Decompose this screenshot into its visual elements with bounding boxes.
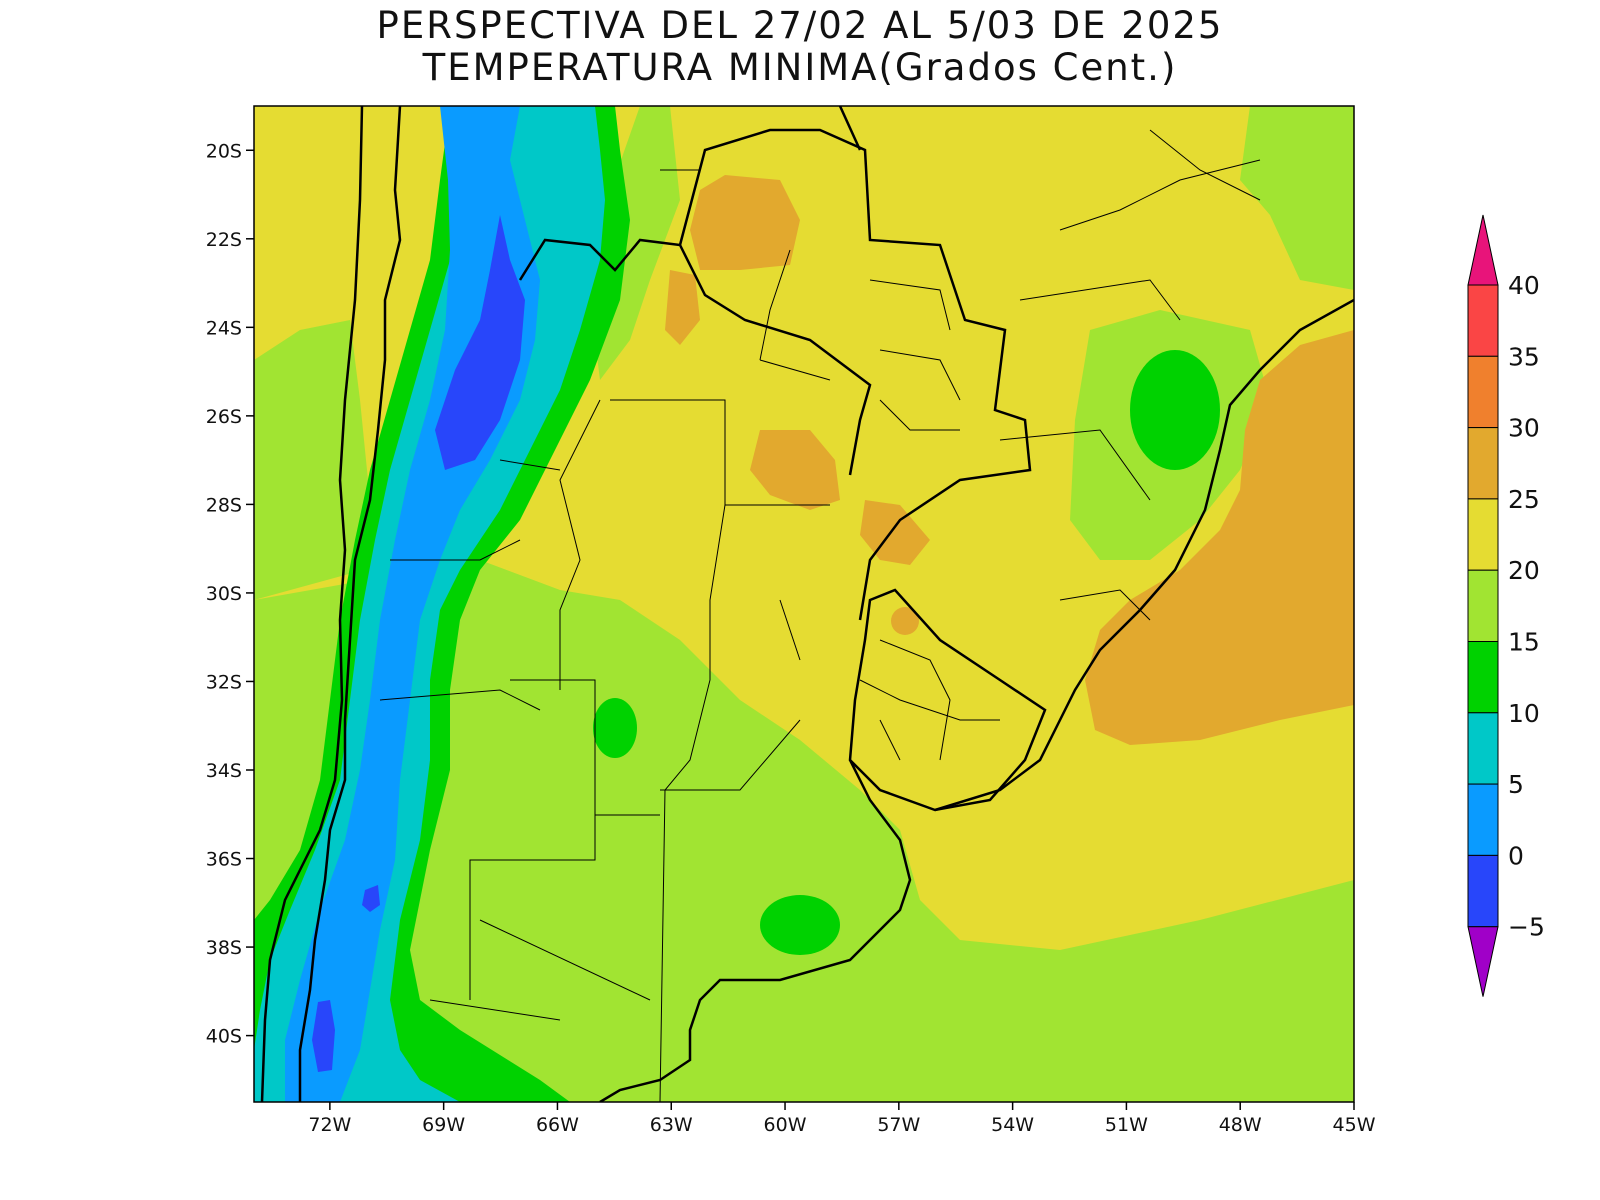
temp-zone-25-30-chaco-north (690, 175, 800, 270)
colorbar-swatch (1467, 569, 1499, 643)
colorbar-bottom-arrow (1467, 926, 1499, 997)
colorbar-swatch (1467, 427, 1499, 500)
temp-zone-25-30-chaco-west (665, 270, 700, 345)
lat-tick-label: 22S (206, 229, 242, 251)
rio-de-la-plata-coast (599, 759, 912, 1102)
temp-zone-neg5-0-south (312, 1000, 335, 1072)
lon-tick-label: 69W (422, 1114, 465, 1136)
title-line-1: PERSPECTIVA DEL 27/02 AL 5/03 DE 2025 (376, 4, 1224, 47)
temp-pocket-10-15-cordoba (593, 698, 637, 758)
lat-tick-label: 20S (206, 140, 242, 162)
colorbar-swatch (1467, 355, 1499, 429)
colorbar-label: 15 (1508, 628, 1540, 657)
map-title: PERSPECTIVA DEL 27/02 AL 5/03 DE 2025 TE… (0, 4, 1600, 90)
colorbar-swatch (1467, 712, 1499, 785)
lat-tick-label: 28S (206, 494, 242, 516)
lon-tick-label: 60W (764, 1114, 807, 1136)
atlantic-coastline (934, 298, 1354, 812)
temp-pocket-25-30-uruguay (891, 607, 919, 635)
chile-argentina-border (298, 106, 402, 1102)
colorbar: 40 35 30 25 20 15 10 5 0 −5 (1467, 214, 1545, 997)
lon-tick-label: 72W (308, 1114, 351, 1136)
colorbar-label: 5 (1508, 770, 1524, 799)
lat-tick-label: 24S (206, 317, 242, 339)
temp-zone-neg5-0-north (435, 215, 525, 470)
temp-pocket-10-15-pampa (760, 895, 840, 955)
colorbar-label: 10 (1508, 699, 1540, 728)
lon-tick-label: 57W (877, 1114, 920, 1136)
latitude-axis: 20S 22S 24S 26S 28S 30S 32S 34S 36S 38S 40S (206, 140, 254, 1048)
map-frame (253, 105, 1355, 1103)
temp-zone-25-30-atlantic (1085, 330, 1354, 745)
lon-tick-label: 48W (1219, 1114, 1262, 1136)
temp-pocket-10-15-brazil (1130, 350, 1220, 470)
bolivia-argentina-border (518, 238, 872, 476)
uruguay-border (848, 588, 1047, 812)
lon-tick-label: 54W (991, 1114, 1034, 1136)
boundaries (260, 106, 1354, 1102)
lat-tick-label: 30S (206, 583, 242, 605)
colorbar-swatch (1467, 783, 1499, 856)
colorbar-swatch (1467, 641, 1499, 714)
lat-tick-label: 36S (206, 849, 242, 871)
colorbar-label: 25 (1508, 485, 1540, 514)
colorbar-swatch (1467, 854, 1499, 928)
colorbar-top-arrow (1467, 214, 1499, 286)
lat-tick-label: 26S (206, 406, 242, 428)
lon-tick-label: 51W (1105, 1114, 1148, 1136)
chile-coastline (260, 106, 364, 1102)
paraguay-border (678, 128, 1032, 621)
title-line-2: TEMPERATURA MINIMA(Grados Cent.) (422, 46, 1178, 89)
temp-zone-neg5-0-mid (362, 885, 380, 912)
temperature-field (254, 106, 1354, 1102)
lon-tick-label: 66W (536, 1114, 579, 1136)
lat-tick-label: 40S (206, 1026, 242, 1048)
longitude-axis: 72W 69W 66W 63W 60W 57W 54W 51W 48W 45W (308, 1102, 1376, 1136)
province-lines (379, 129, 1261, 1102)
colorbar-swatch (1467, 284, 1499, 357)
colorbar-label: 0 (1508, 841, 1524, 870)
colorbar-label: −5 (1508, 913, 1545, 942)
lat-tick-label: 32S (206, 671, 242, 693)
colorbar-label: 20 (1508, 556, 1540, 585)
lon-tick-label: 63W (650, 1114, 693, 1136)
lon-tick-label: 45W (1333, 1114, 1376, 1136)
bolivia-brazil-border (838, 106, 862, 151)
lat-tick-label: 34S (206, 760, 242, 782)
colorbar-label: 35 (1508, 342, 1540, 371)
temp-zone-15-20-northeast (1240, 106, 1354, 290)
colorbar-label: 40 (1508, 271, 1540, 300)
temp-zone-25-30-chaco (750, 430, 840, 510)
lat-tick-label: 38S (206, 937, 242, 959)
temp-zone-15-20-south (254, 560, 1354, 1102)
colorbar-swatch (1467, 498, 1499, 571)
colorbar-label: 30 (1508, 414, 1540, 443)
